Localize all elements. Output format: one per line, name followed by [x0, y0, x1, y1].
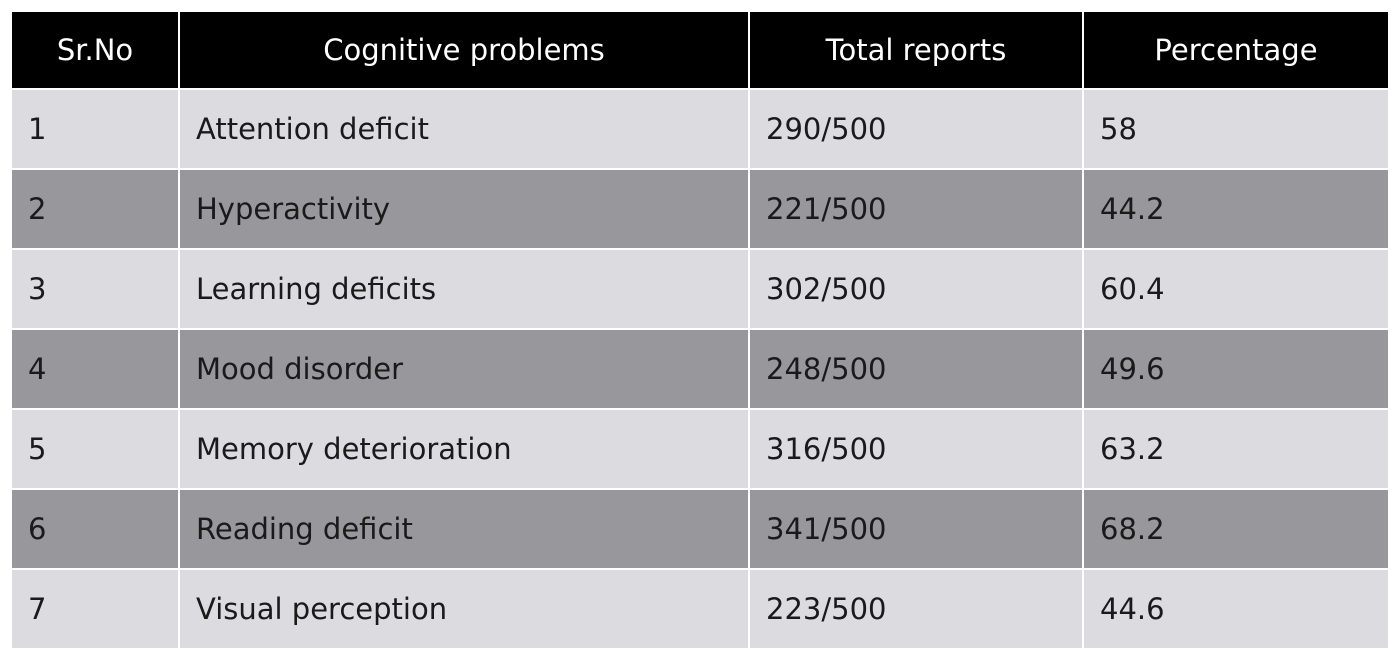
header-row: Sr.No Cognitive problems Total reports P…	[10, 10, 1390, 90]
cell-sr-no: 1	[10, 88, 180, 170]
cell-percentage: 68.2	[1082, 488, 1390, 570]
cell-cognitive-problem: Visual perception	[178, 568, 750, 650]
cell-total-reports: 341/500	[748, 488, 1084, 570]
cell-total-reports: 316/500	[748, 408, 1084, 490]
header-percentage: Percentage	[1082, 10, 1390, 90]
header-total-reports: Total reports	[748, 10, 1084, 90]
header-sr-no: Sr.No	[10, 10, 180, 90]
cell-sr-no: 7	[10, 568, 180, 650]
cell-sr-no: 2	[10, 168, 180, 250]
table-row: 4 Mood disorder 248/500 49.6	[10, 328, 1390, 410]
cell-sr-no: 6	[10, 488, 180, 570]
cell-percentage: 44.2	[1082, 168, 1390, 250]
table-row: 7 Visual perception 223/500 44.6	[10, 568, 1390, 650]
cell-total-reports: 223/500	[748, 568, 1084, 650]
cell-cognitive-problem: Mood disorder	[178, 328, 750, 410]
cell-percentage: 60.4	[1082, 248, 1390, 330]
cell-sr-no: 5	[10, 408, 180, 490]
table-row: 5 Memory deterioration 316/500 63.2	[10, 408, 1390, 490]
table-header: Sr.No Cognitive problems Total reports P…	[10, 10, 1390, 90]
table-row: 3 Learning deficits 302/500 60.4	[10, 248, 1390, 330]
table-row: 2 Hyperactivity 221/500 44.2	[10, 168, 1390, 250]
cell-percentage: 44.6	[1082, 568, 1390, 650]
cognitive-problems-table-container: Sr.No Cognitive problems Total reports P…	[10, 10, 1390, 650]
cell-cognitive-problem: Reading deficit	[178, 488, 750, 570]
cell-total-reports: 221/500	[748, 168, 1084, 250]
cell-total-reports: 302/500	[748, 248, 1084, 330]
cell-percentage: 63.2	[1082, 408, 1390, 490]
cognitive-problems-table: Sr.No Cognitive problems Total reports P…	[10, 10, 1390, 650]
cell-cognitive-problem: Hyperactivity	[178, 168, 750, 250]
header-cognitive-problems: Cognitive problems	[178, 10, 750, 90]
cell-total-reports: 290/500	[748, 88, 1084, 170]
cell-cognitive-problem: Learning deficits	[178, 248, 750, 330]
table-body: 1 Attention deficit 290/500 58 2 Hyperac…	[10, 88, 1390, 650]
cell-sr-no: 4	[10, 328, 180, 410]
table-row: 6 Reading deficit 341/500 68.2	[10, 488, 1390, 570]
cell-total-reports: 248/500	[748, 328, 1084, 410]
cell-cognitive-problem: Memory deterioration	[178, 408, 750, 490]
cell-percentage: 58	[1082, 88, 1390, 170]
cell-sr-no: 3	[10, 248, 180, 330]
table-row: 1 Attention deficit 290/500 58	[10, 88, 1390, 170]
cell-percentage: 49.6	[1082, 328, 1390, 410]
cell-cognitive-problem: Attention deficit	[178, 88, 750, 170]
